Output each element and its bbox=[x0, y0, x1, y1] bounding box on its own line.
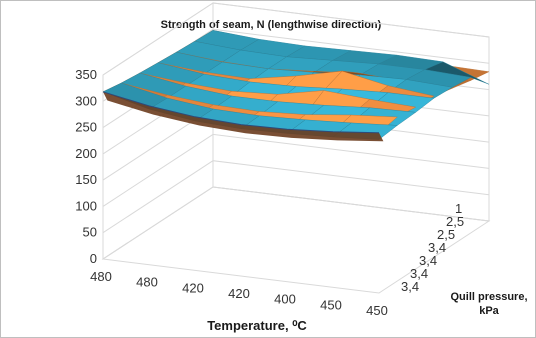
z-tick-label: 50 bbox=[83, 225, 97, 240]
z-tick-label: 200 bbox=[75, 146, 97, 161]
surface-front-edge bbox=[102, 91, 380, 134]
x-tick-label: 480 bbox=[136, 275, 158, 290]
x-tick-label: 450 bbox=[366, 303, 388, 318]
z-tick-label: 100 bbox=[75, 198, 97, 213]
surface-underside bbox=[103, 91, 384, 142]
y-axis-label-line1: Quill pressure, bbox=[450, 291, 527, 303]
x-tick-label: 420 bbox=[182, 280, 204, 295]
y-axis-ticks: 12,52,53,43,43,43,4 bbox=[401, 201, 464, 294]
z-axis-ticks: 0 50 100 150 200 250 300 350 bbox=[75, 67, 97, 266]
x-tick-label: 450 bbox=[320, 297, 342, 312]
y-tick-label: 3,4 bbox=[401, 279, 419, 294]
x-tick-label: 420 bbox=[228, 286, 250, 301]
z-gridline bbox=[102, 2, 490, 76]
x-tick-label: 480 bbox=[90, 269, 112, 284]
z-tick-label: 300 bbox=[75, 93, 97, 108]
z-gridline bbox=[102, 160, 490, 234]
z-gridline bbox=[102, 133, 490, 207]
y-tick-label: 2,5 bbox=[437, 227, 455, 242]
y-axis-label-line2: kPa bbox=[479, 305, 499, 317]
chart-title: Strength of seam, N (lengthwise directio… bbox=[161, 19, 382, 31]
z-tick-label: 250 bbox=[75, 120, 97, 135]
y-tick-label: 3,4 bbox=[428, 240, 446, 255]
floor-grid bbox=[101, 186, 491, 294]
z-tick-label: 150 bbox=[75, 172, 97, 187]
y-tick-label: 1 bbox=[455, 201, 462, 216]
y-tick-label: 3,4 bbox=[419, 253, 437, 268]
z-tick-label: 0 bbox=[90, 251, 97, 266]
floor-outline bbox=[101, 186, 491, 294]
y-tick-label: 3,4 bbox=[410, 266, 428, 281]
x-axis-label: Temperature, ⁰C bbox=[207, 318, 307, 333]
x-tick-label: 400 bbox=[274, 292, 296, 307]
x-axis-ticks: 480 480 420 420 400 450 450 bbox=[90, 269, 388, 318]
z-tick-label: 350 bbox=[75, 67, 97, 82]
surface bbox=[102, 30, 490, 142]
y-tick-label: 2,5 bbox=[446, 214, 464, 229]
